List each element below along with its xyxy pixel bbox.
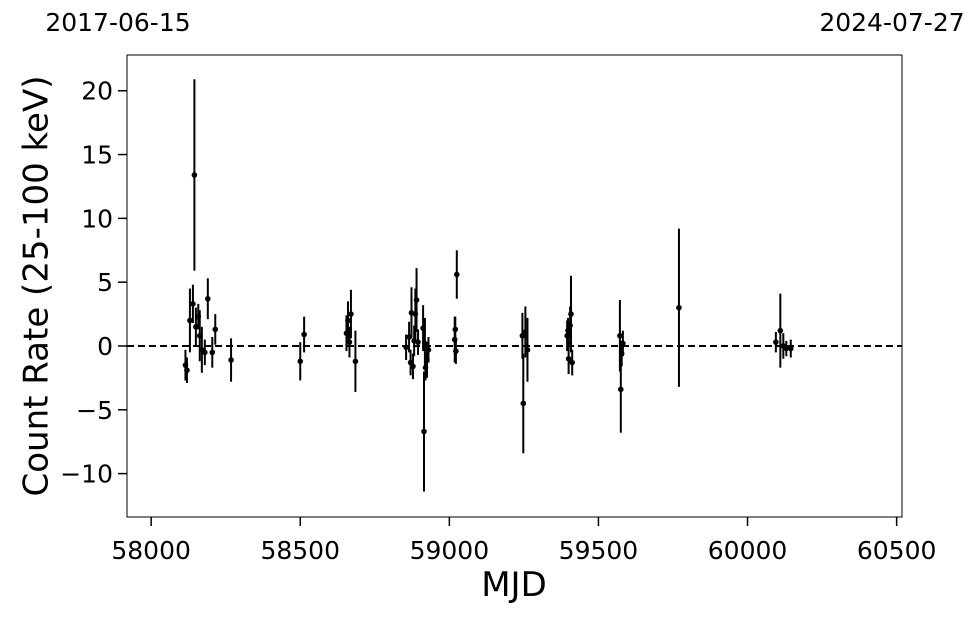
y-tick-label: 10 [81, 204, 113, 233]
data-point [209, 349, 216, 356]
data-point [190, 301, 196, 307]
data-point [425, 347, 432, 353]
data-point [415, 339, 421, 345]
data-point [519, 332, 526, 339]
data-point [421, 428, 427, 435]
data-point [520, 400, 527, 407]
data-point [569, 359, 576, 366]
data-point [191, 172, 198, 178]
data-point [452, 326, 459, 333]
data-point [346, 339, 353, 345]
data-point [773, 339, 779, 345]
data-point [205, 295, 211, 302]
data-point [777, 327, 784, 334]
x-tick-label: 60000 [708, 536, 788, 565]
data-point [184, 367, 190, 374]
data-point [413, 297, 420, 303]
data-point [620, 340, 626, 347]
x-tick-label: 58000 [111, 536, 191, 565]
x-tick-label: 60500 [857, 536, 937, 565]
data-point [348, 311, 354, 317]
data-point [565, 355, 572, 362]
y-tick-label: 0 [97, 332, 113, 361]
data-point [345, 317, 351, 324]
plot-frame [126, 54, 903, 518]
data-point [352, 358, 359, 365]
data-point [524, 347, 531, 353]
data-point [202, 349, 208, 356]
data-point [617, 332, 623, 339]
data-point [787, 345, 794, 352]
data-point [453, 348, 459, 354]
data-point [783, 345, 790, 352]
x-tick-label: 59500 [559, 536, 639, 565]
data-point [568, 311, 574, 317]
x-tick-label: 59000 [410, 536, 490, 565]
data-point [212, 326, 219, 333]
y-tick-label: 15 [81, 141, 113, 170]
y-tick-label: 5 [97, 268, 113, 297]
top-right-label: 2024-07-27 [819, 8, 964, 37]
data-point [410, 363, 416, 370]
x-axis-label: MJD [481, 565, 547, 605]
y-tick-label: −10 [60, 460, 113, 489]
data-point [301, 331, 307, 338]
data-point [618, 386, 624, 393]
data-point [297, 358, 304, 365]
data-point [187, 317, 193, 324]
data-point [676, 304, 682, 311]
data-point [228, 357, 234, 363]
data-point [453, 271, 460, 278]
top-left-label: 2017-06-15 [45, 8, 190, 37]
y-tick-label: −5 [76, 396, 113, 425]
x-tick-label: 58500 [260, 536, 340, 565]
y-tick-label: 20 [81, 77, 113, 106]
y-axis-label: Count Rate (25-100 keV) [17, 76, 57, 497]
data-point [403, 344, 409, 351]
